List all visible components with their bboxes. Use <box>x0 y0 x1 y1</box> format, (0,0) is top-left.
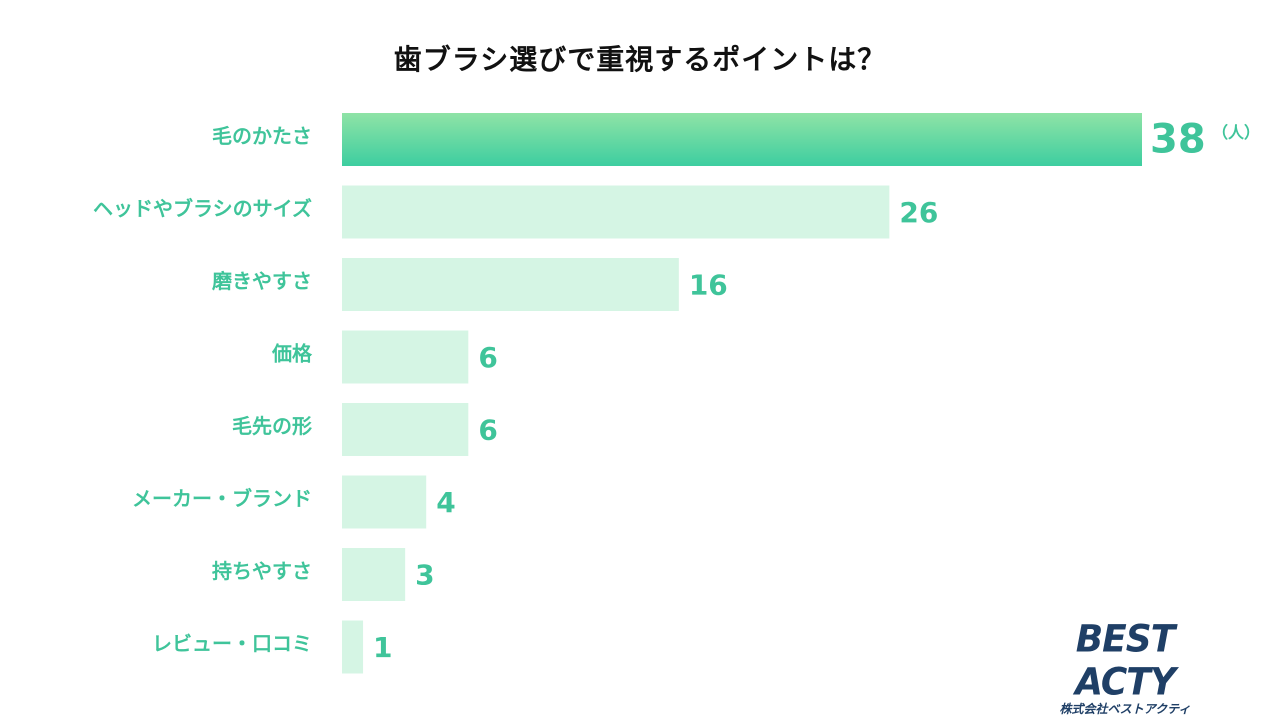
value-label: 26 <box>899 196 938 229</box>
category-label: レビュー・口コミ <box>152 632 312 656</box>
bar-group: 持ちやすさ 3 <box>212 548 435 601</box>
category-label: 毛先の形 <box>232 414 312 438</box>
bar <box>342 620 364 674</box>
bar-group: 毛先の形 6 <box>232 403 498 456</box>
bar-group: ヘッドやブラシのサイズ 26 <box>93 185 938 239</box>
category-label: ヘッドやブラシのサイズ <box>93 197 312 221</box>
bar <box>342 185 890 239</box>
bar-group: メーカー・ブランド 4 <box>132 475 456 529</box>
bar <box>342 330 469 384</box>
bar <box>342 258 679 311</box>
value-label: 6 <box>478 341 497 374</box>
bar-highlight <box>342 113 1142 166</box>
bar <box>342 475 427 529</box>
value-label: 4 <box>436 486 455 519</box>
category-label: 持ちやすさ <box>212 559 312 583</box>
bar-group: 価格 6 <box>271 330 498 384</box>
category-label: 毛のかたさ <box>212 124 312 148</box>
category-label: 価格 <box>271 342 313 366</box>
logo-subtitle: 株式会社ベストアクティ <box>1059 702 1191 716</box>
category-label: 磨きやすさ <box>212 269 312 293</box>
logo-wordmark: BEST ACTY <box>1075 617 1176 705</box>
bar-group: 毛のかたさ 38 （人） <box>212 113 1260 166</box>
bar-group: レビュー・口コミ 1 <box>152 620 393 674</box>
bars-layer: 毛のかたさ 38 （人） ヘッドやブラシのサイズ 26 磨きやすさ 16 価格 6 毛先の形 6 メー… <box>93 113 1260 674</box>
bar <box>342 548 406 601</box>
value-label: 16 <box>689 269 728 302</box>
value-label: 6 <box>478 414 497 447</box>
unit-label: （人） <box>1212 123 1260 142</box>
category-label: メーカー・ブランド <box>132 487 312 511</box>
bar <box>342 403 469 456</box>
bar-group: 磨きやすさ 16 <box>212 258 728 311</box>
value-label: 3 <box>415 559 434 592</box>
company-logo: BEST ACTY 株式会社ベストアクティ <box>1030 617 1220 717</box>
chart-title: 歯ブラシ選びで重視するポイントは？ <box>393 43 887 76</box>
value-label: 1 <box>373 631 392 664</box>
value-label: 38 <box>1150 117 1206 163</box>
